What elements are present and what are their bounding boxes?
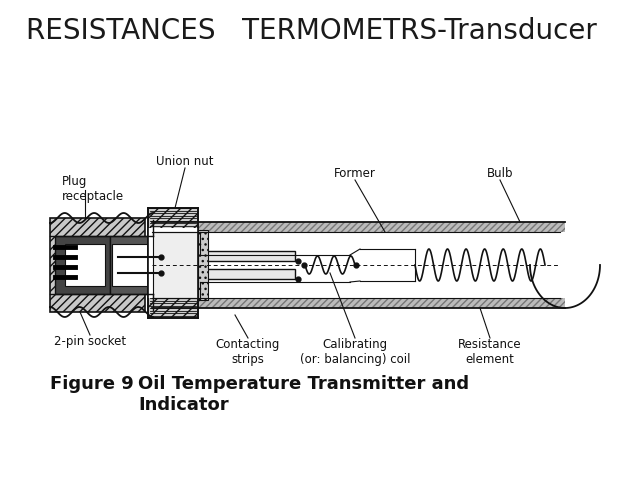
Bar [110, 236, 153, 294]
Text: Resistance
element: Resistance element [458, 338, 522, 366]
Bar [148, 208, 198, 318]
Bar [205, 269, 295, 279]
Text: Plug
receptacle: Plug receptacle [62, 175, 124, 203]
Text: 2-pin socket: 2-pin socket [54, 335, 126, 348]
Text: Bulb: Bulb [487, 167, 513, 180]
Bar [112, 244, 151, 286]
Text: Contacting
strips: Contacting strips [216, 338, 280, 366]
Bar [55, 236, 110, 294]
Text: Former: Former [334, 167, 376, 180]
Bar [152, 298, 565, 308]
Bar [205, 251, 295, 261]
Bar [50, 218, 145, 312]
Bar [152, 222, 565, 232]
Text: Union nut: Union nut [156, 155, 214, 168]
Bar [153, 232, 198, 298]
Text: Calibrating
(or: balancing) coil: Calibrating (or: balancing) coil [300, 338, 410, 366]
Text: RESISTANCES   TERMOMETRS-Transducer: RESISTANCES TERMOMETRS-Transducer [26, 17, 596, 45]
Text: Figure 9: Figure 9 [50, 375, 134, 393]
Text: Oil Temperature Transmitter and
Indicator: Oil Temperature Transmitter and Indicato… [138, 375, 469, 414]
Bar [65, 244, 105, 286]
Bar [198, 230, 208, 300]
Bar [148, 228, 198, 298]
